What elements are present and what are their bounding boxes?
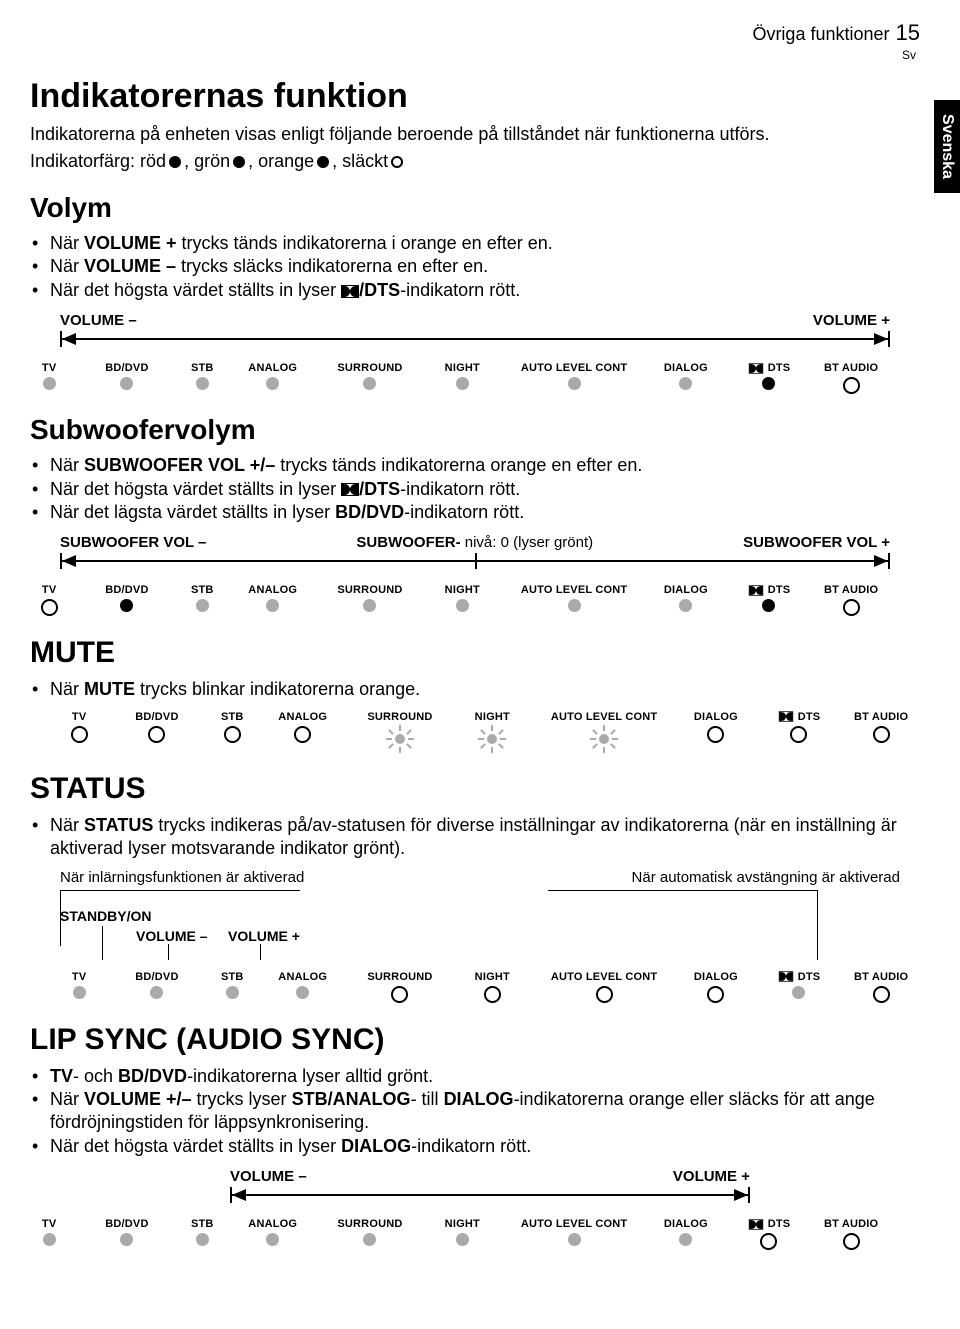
header-section: Övriga funktioner bbox=[752, 24, 889, 45]
lang-code: Sv bbox=[30, 48, 920, 62]
indicator-night: NIGHT bbox=[453, 970, 531, 1003]
sub-title: Subwoofervolym bbox=[30, 414, 920, 446]
sub-minus-label: SUBWOOFER VOL – bbox=[60, 534, 206, 551]
indicator-bt-audio: BT AUDIO bbox=[842, 970, 920, 1003]
status-bullets: När STATUS trycks indikeras på/av-status… bbox=[30, 814, 920, 861]
indicator-surround: SURROUND bbox=[346, 710, 453, 752]
indicator-bt-audio: BT AUDIO bbox=[812, 583, 890, 616]
indicator-tv: TV bbox=[50, 970, 108, 999]
status-callout-right: När automatisk avstängning är aktiverad bbox=[632, 869, 900, 886]
legend-c4: , släckt bbox=[332, 151, 388, 172]
mute-title: MUTE bbox=[30, 636, 920, 670]
indicator-analog: ANALOG bbox=[259, 710, 346, 743]
indicator-dolby-dts: DTS bbox=[755, 710, 842, 743]
indicator-analog: ANALOG bbox=[229, 1217, 316, 1246]
indicator-analog: ANALOG bbox=[229, 583, 316, 612]
indicator-night: NIGHT bbox=[423, 1217, 501, 1246]
intro-text: Indikatorerna på enheten visas enligt fö… bbox=[30, 124, 920, 145]
side-tab: Svenska bbox=[934, 100, 960, 193]
legend-c2: , grön bbox=[184, 151, 230, 172]
sub-mid-label: SUBWOOFER- bbox=[356, 534, 460, 551]
indicator-surround: SURROUND bbox=[316, 1217, 423, 1246]
status-vminus: VOLUME – bbox=[136, 928, 208, 944]
sub-bullets: När SUBWOOFER VOL +/– trycks tänds indik… bbox=[30, 454, 920, 524]
indicator-tv: TV bbox=[20, 583, 78, 616]
indicator-night: NIGHT bbox=[423, 361, 501, 390]
indicator-dolby-dts: DTS bbox=[725, 583, 812, 612]
indicator-surround: SURROUND bbox=[316, 361, 423, 390]
dot-off bbox=[391, 156, 403, 168]
indicator-bd-dvd: BD/DVD bbox=[108, 970, 205, 999]
status-callout-left: När inlärningsfunktionen är aktiverad bbox=[60, 869, 304, 886]
indicator-auto-level-cont: AUTO LEVEL CONT bbox=[531, 710, 677, 752]
indicator-bd-dvd: BD/DVD bbox=[78, 583, 175, 612]
status-callouts: När inlärningsfunktionen är aktiverad Nä… bbox=[60, 869, 900, 960]
lip-plus-label: VOLUME + bbox=[673, 1168, 750, 1185]
indicator-stb: STB bbox=[206, 970, 259, 999]
legend-c3: , orange bbox=[248, 151, 314, 172]
indicator-auto-level-cont: AUTO LEVEL CONT bbox=[501, 1217, 647, 1246]
page-number: 15 bbox=[896, 20, 920, 46]
lip-indicator-row: TVBD/DVDSTBANALOGSURROUNDNIGHTAUTO LEVEL… bbox=[20, 1217, 890, 1250]
indicator-stb: STB bbox=[206, 710, 259, 743]
vol-plus-label: VOLUME + bbox=[813, 312, 890, 329]
indicator-tv: TV bbox=[50, 710, 108, 743]
indicator-auto-level-cont: AUTO LEVEL CONT bbox=[531, 970, 677, 1003]
status-vplus: VOLUME + bbox=[228, 928, 300, 944]
legend-prefix: Indikatorfärg: röd bbox=[30, 151, 166, 172]
indicator-bd-dvd: BD/DVD bbox=[78, 1217, 175, 1246]
indicator-tv: TV bbox=[20, 1217, 78, 1246]
indicator-bt-audio: BT AUDIO bbox=[842, 710, 920, 743]
indicator-night: NIGHT bbox=[453, 710, 531, 752]
vol-minus-label: VOLUME – bbox=[60, 312, 137, 329]
indicator-stb: STB bbox=[176, 361, 229, 390]
dolby-icon bbox=[341, 483, 359, 496]
dolby-icon bbox=[341, 285, 359, 298]
sub-indicator-row: TVBD/DVDSTBANALOGSURROUNDNIGHTAUTO LEVEL… bbox=[20, 583, 890, 616]
indicator-surround: SURROUND bbox=[346, 970, 453, 1003]
indicator-bd-dvd: BD/DVD bbox=[78, 361, 175, 390]
indicator-dialog: DIALOG bbox=[647, 1217, 725, 1246]
mute-bullets: När MUTE trycks blinkar indikatorerna or… bbox=[30, 678, 920, 701]
color-legend: Indikatorfärg: röd , grön , orange , slä… bbox=[30, 151, 920, 172]
indicator-bt-audio: BT AUDIO bbox=[812, 1217, 890, 1250]
dot-red bbox=[169, 156, 181, 168]
indicator-bt-audio: BT AUDIO bbox=[812, 361, 890, 394]
indicator-dialog: DIALOG bbox=[647, 583, 725, 612]
indicator-stb: STB bbox=[176, 583, 229, 612]
volym-strip: VOLUME – VOLUME + bbox=[60, 312, 890, 347]
indicator-surround: SURROUND bbox=[316, 583, 423, 612]
indicator-tv: TV bbox=[20, 361, 78, 390]
main-title: Indikatorernas funktion bbox=[30, 77, 920, 116]
indicator-auto-level-cont: AUTO LEVEL CONT bbox=[501, 361, 647, 390]
indicator-auto-level-cont: AUTO LEVEL CONT bbox=[501, 583, 647, 612]
indicator-dialog: DIALOG bbox=[677, 970, 755, 1003]
status-title: STATUS bbox=[30, 772, 920, 806]
lip-bullets: TV- och BD/DVD-indikatorerna lyser allti… bbox=[30, 1065, 920, 1159]
indicator-analog: ANALOG bbox=[229, 361, 316, 390]
sub-plus-label: SUBWOOFER VOL + bbox=[743, 534, 890, 551]
indicator-stb: STB bbox=[176, 1217, 229, 1246]
mute-indicator-row: TVBD/DVDSTBANALOGSURROUNDNIGHTAUTO LEVEL… bbox=[50, 710, 920, 752]
dot-orange bbox=[317, 156, 329, 168]
indicator-bd-dvd: BD/DVD bbox=[108, 710, 205, 743]
dot-green bbox=[233, 156, 245, 168]
volym-title: Volym bbox=[30, 192, 920, 224]
lip-strip: VOLUME – VOLUME + bbox=[230, 1168, 750, 1203]
sub-mid-detail: nivå: 0 (lyser grönt) bbox=[461, 534, 594, 551]
lip-title: LIP SYNC (AUDIO SYNC) bbox=[30, 1023, 920, 1057]
indicator-dolby-dts: DTS bbox=[725, 1217, 812, 1250]
lip-minus-label: VOLUME – bbox=[230, 1168, 307, 1185]
volym-indicator-row: TVBD/DVDSTBANALOGSURROUNDNIGHTAUTO LEVEL… bbox=[20, 361, 890, 394]
indicator-dolby-dts: DTS bbox=[755, 970, 842, 999]
indicator-dolby-dts: DTS bbox=[725, 361, 812, 390]
standby-label: STANDBY/ON bbox=[60, 908, 152, 924]
indicator-analog: ANALOG bbox=[259, 970, 346, 999]
sub-strip: SUBWOOFER VOL – SUBWOOFER- nivå: 0 (lyse… bbox=[60, 534, 890, 569]
volym-bullets: När VOLUME + trycks tänds indikatorerna … bbox=[30, 232, 920, 302]
indicator-dialog: DIALOG bbox=[647, 361, 725, 390]
indicator-dialog: DIALOG bbox=[677, 710, 755, 743]
indicator-night: NIGHT bbox=[423, 583, 501, 612]
status-indicator-row: TVBD/DVDSTBANALOGSURROUNDNIGHTAUTO LEVEL… bbox=[50, 970, 920, 1003]
